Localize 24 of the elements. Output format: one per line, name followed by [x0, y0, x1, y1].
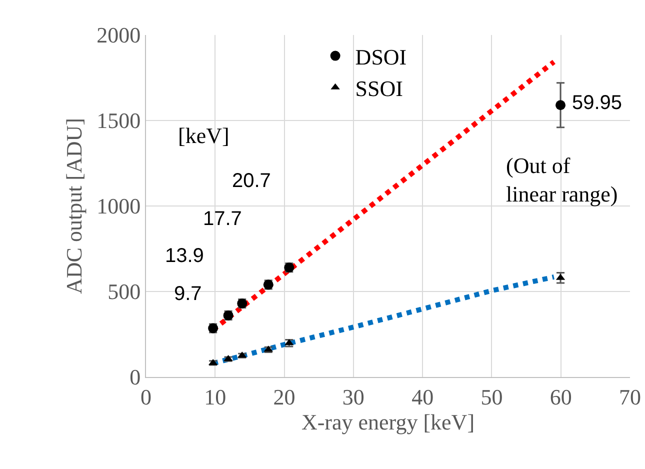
- legend-label: SSOI: [355, 76, 403, 101]
- y-tick-label: 500: [108, 279, 141, 304]
- annotation: 17.7: [203, 208, 242, 230]
- x-tick-label: 70: [619, 384, 641, 410]
- x-tick-label: 40: [412, 384, 434, 410]
- y-tick-label: 0: [130, 364, 141, 390]
- x-tick-label: 50: [480, 384, 503, 410]
- x-axis-title: X-ray energy [keV]: [301, 409, 475, 434]
- annotation: (Out of linear range): [506, 153, 618, 207]
- x-tick-label: 20: [273, 384, 296, 410]
- point: [556, 100, 566, 110]
- annotation: 20.7: [232, 170, 271, 192]
- annotation: 59.95: [572, 92, 622, 114]
- annotation: [keV]: [178, 123, 230, 148]
- y-axis-title: ADC output [ADU]: [61, 118, 86, 294]
- annotation: 9.7: [174, 283, 202, 305]
- x-tick-label: 60: [550, 384, 572, 410]
- y-tick-label: 1500: [96, 108, 141, 134]
- x-tick-label: 10: [204, 384, 226, 410]
- x-tick-label: 30: [342, 384, 364, 410]
- y-tick-label: 2000: [96, 22, 141, 48]
- y-tick-label: 1000: [96, 194, 141, 219]
- annotation: 13.9: [165, 245, 204, 267]
- legend-label: DSOI: [355, 44, 407, 70]
